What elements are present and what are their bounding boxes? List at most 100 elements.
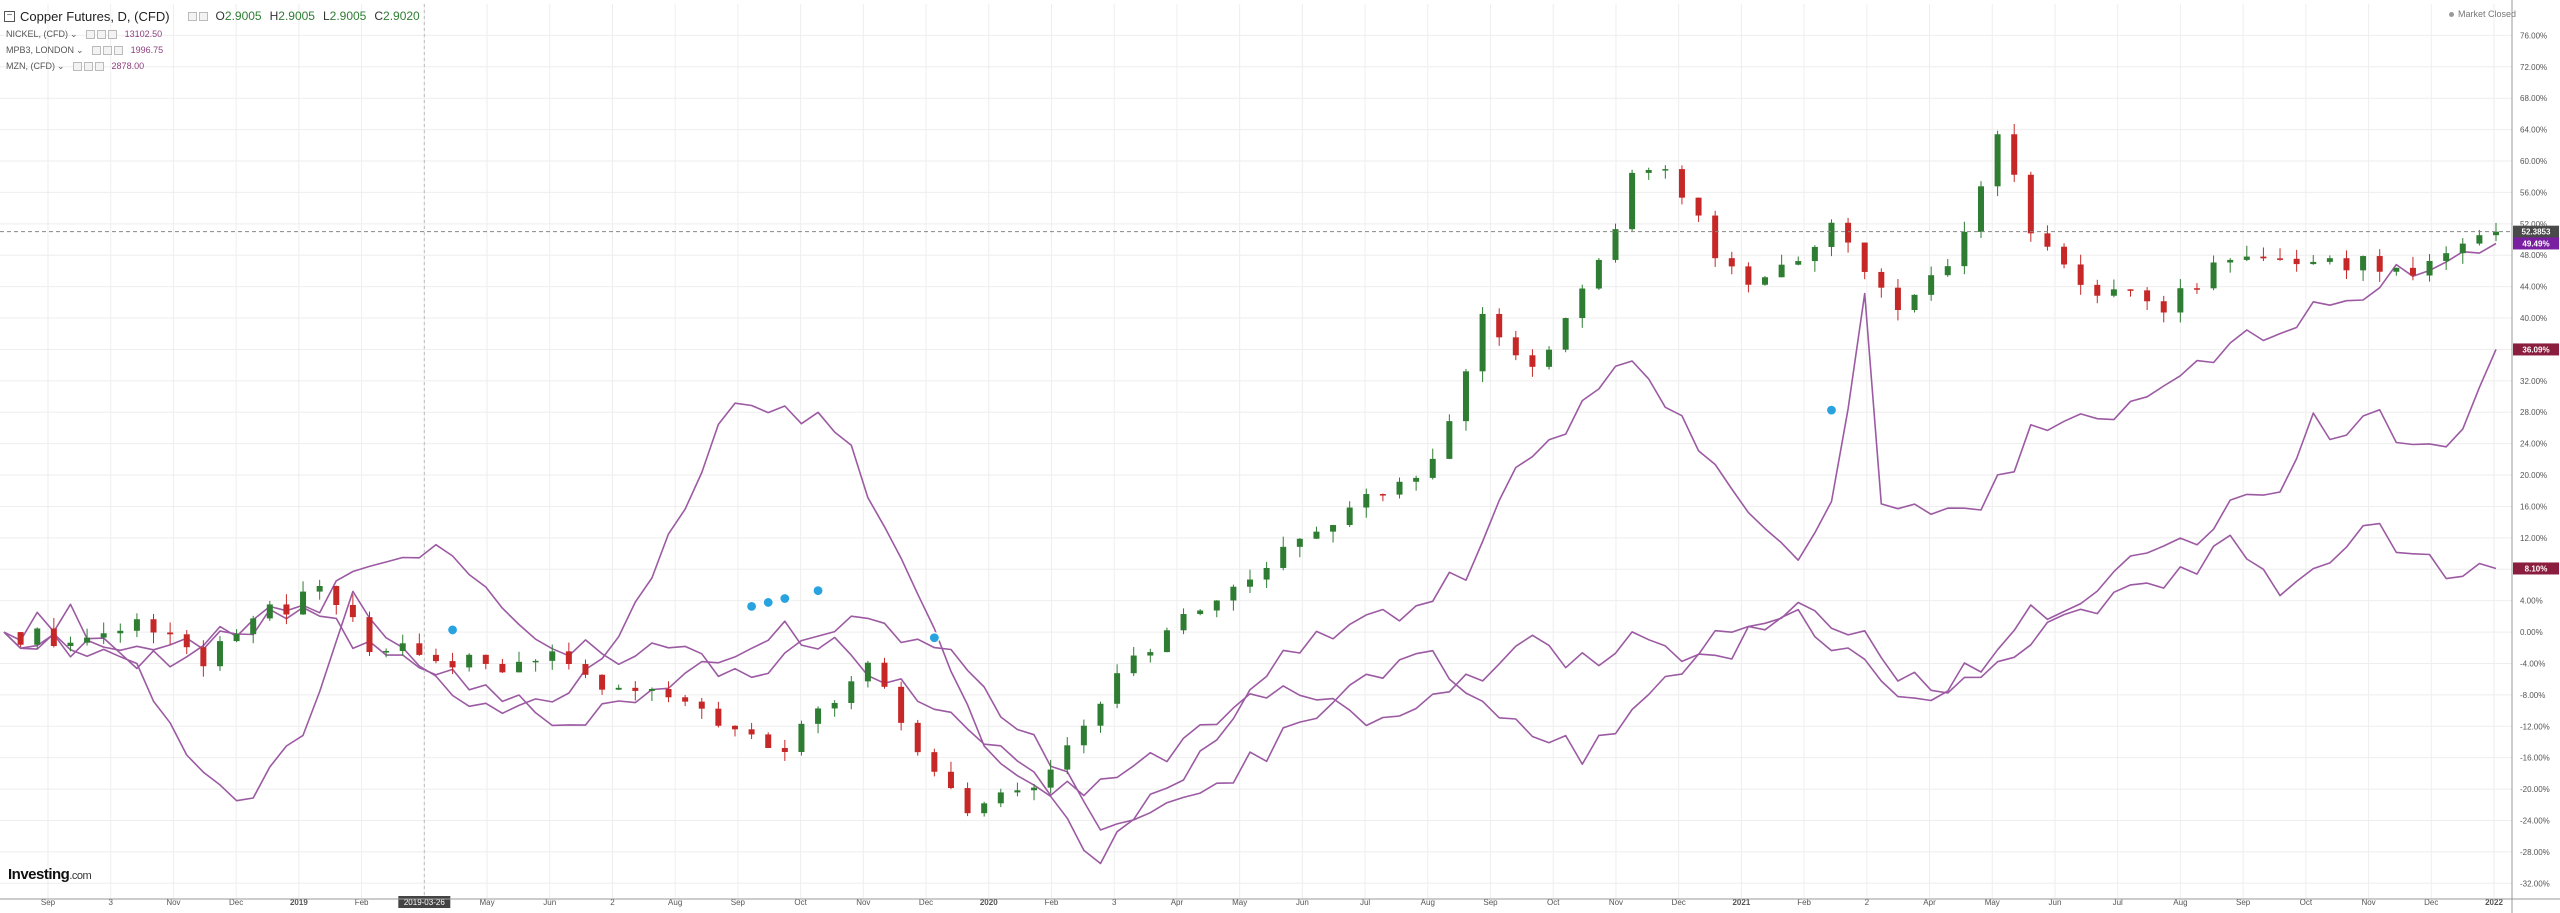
candle	[416, 633, 423, 656]
candle	[1114, 664, 1121, 709]
legend-row-mzn[interactable]: MZN, (CFD) ⌄ 2878.00	[4, 58, 420, 74]
candle	[2193, 283, 2200, 294]
candle-body	[466, 654, 473, 668]
candle-body	[250, 618, 257, 635]
ohlc-high-value: 2.9005	[278, 9, 315, 23]
candle-body	[1446, 421, 1453, 459]
main-series-title[interactable]: Copper Futures, D, (CFD)	[20, 8, 170, 24]
candle-body	[67, 642, 74, 647]
candle-body	[1064, 745, 1071, 770]
eye-icon[interactable]	[72, 61, 82, 71]
close-icon[interactable]	[107, 29, 117, 39]
series-line-mzn-cfd-	[3, 522, 2497, 797]
x-tick-label: 2021	[1732, 898, 1750, 907]
legend-row-nickel[interactable]: NICKEL, (CFD) ⌄ 13102.50	[4, 26, 420, 42]
mzn-tools	[71, 61, 104, 71]
candle	[1645, 167, 1652, 180]
candle	[50, 617, 57, 648]
event-marker-icon[interactable]	[762, 596, 774, 609]
legend-row-mpb3[interactable]: MPB3, LONDON ⌄ 1996.75	[4, 42, 420, 58]
close-icon[interactable]	[113, 45, 123, 55]
candle	[1180, 608, 1187, 635]
settings-icon[interactable]	[83, 61, 93, 71]
event-marker-dot[interactable]	[779, 592, 791, 605]
event-marker-dot[interactable]	[762, 596, 774, 609]
candle	[615, 684, 622, 691]
chevron-down-icon[interactable]: ⌄	[70, 28, 78, 39]
x-tick-label: Feb	[1045, 898, 1059, 907]
candle-body	[1014, 790, 1021, 793]
settings-icon[interactable]	[198, 11, 208, 21]
candle	[1961, 221, 1968, 275]
collapse-legend-icon[interactable]: −	[4, 10, 15, 22]
eye-icon[interactable]	[187, 11, 197, 21]
candle-body	[549, 651, 556, 661]
eye-icon[interactable]	[91, 45, 101, 55]
ohlc-open-value: 2.9005	[224, 9, 262, 23]
candle-body	[1595, 259, 1602, 289]
x-tick-label: Feb	[355, 898, 369, 907]
event-marker-dot[interactable]	[446, 624, 459, 636]
eye-icon[interactable]	[85, 29, 95, 39]
mpb3-series-title[interactable]: MPB3, LONDON	[6, 45, 75, 55]
candle-body	[1263, 567, 1270, 580]
candle	[881, 657, 888, 689]
event-marker-icon[interactable]	[812, 585, 824, 597]
end-value-badge	[2513, 237, 2559, 250]
x-tick-label: 3	[108, 898, 113, 907]
settings-icon[interactable]	[96, 29, 106, 39]
event-marker-icon[interactable]	[779, 592, 791, 605]
candle-body	[1462, 371, 1469, 422]
candle	[449, 652, 456, 675]
chart-legend: − Copper Futures, D, (CFD) O2.9005 H2.90…	[4, 6, 420, 74]
end-value-label: 52.3853	[2522, 228, 2551, 237]
candle-body	[2476, 235, 2483, 244]
event-marker-icon[interactable]	[446, 624, 459, 636]
chevron-down-icon[interactable]: ⌄	[76, 44, 84, 55]
x-tick-label: Apr	[1171, 898, 1184, 907]
chevron-down-icon[interactable]: ⌄	[57, 60, 65, 71]
candle-body	[300, 591, 307, 615]
candle	[2360, 255, 2367, 282]
candle-body	[349, 604, 356, 618]
candle	[1944, 259, 1951, 277]
close-icon[interactable]	[94, 61, 104, 71]
candle-body	[2426, 260, 2433, 276]
event-marker-icon[interactable]	[928, 632, 940, 644]
candle	[1512, 330, 1519, 361]
candle	[1163, 627, 1170, 653]
candle-body	[881, 662, 888, 687]
nickel-series-title[interactable]: NICKEL, (CFD)	[6, 29, 69, 39]
candle-body	[1330, 524, 1337, 532]
event-marker-dot[interactable]	[745, 600, 758, 612]
candle	[333, 585, 340, 615]
event-marker-dot[interactable]	[1825, 404, 1838, 416]
candle	[2476, 229, 2483, 246]
candle	[2343, 250, 2350, 280]
x-tick-label: Sep	[1483, 898, 1498, 907]
mzn-series-title[interactable]: MZN, (CFD)	[6, 61, 55, 71]
candle-body	[1994, 134, 2001, 187]
event-marker-dot[interactable]	[928, 632, 940, 644]
candle-body	[898, 686, 905, 723]
candle	[1479, 307, 1486, 383]
event-marker-icon[interactable]	[1825, 404, 1838, 416]
candle-body	[2293, 258, 2300, 265]
x-tick-label: May	[1232, 898, 1247, 907]
candle-body	[1612, 229, 1619, 260]
candle	[1795, 256, 1802, 266]
candle	[432, 648, 439, 664]
y-tick-label: 44.00%	[2520, 283, 2547, 292]
candle	[1313, 526, 1320, 540]
event-marker-dot[interactable]	[812, 585, 824, 597]
candle-body	[2376, 256, 2383, 272]
candle-body	[731, 725, 738, 730]
event-marker-icon[interactable]	[745, 600, 758, 612]
candle-body	[416, 643, 423, 655]
candle	[1064, 737, 1071, 775]
main-series-tools	[186, 11, 208, 21]
settings-icon[interactable]	[102, 45, 112, 55]
candle	[1894, 279, 1901, 321]
candle-body	[765, 734, 772, 748]
